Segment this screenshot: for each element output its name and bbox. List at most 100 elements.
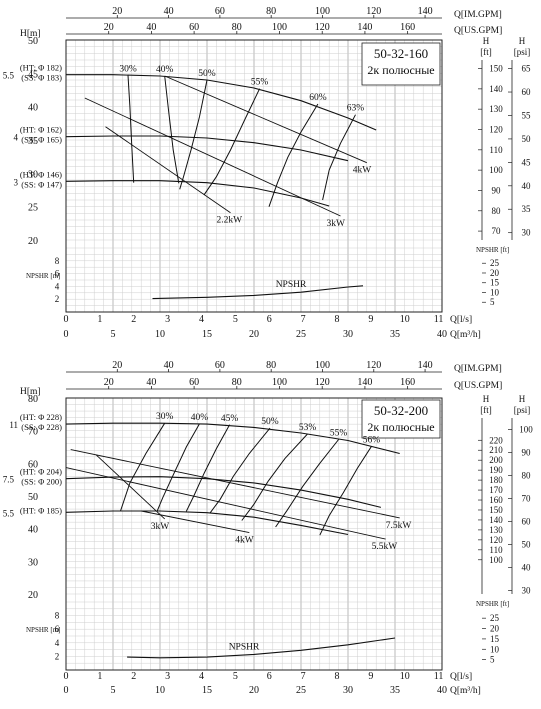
x-axis-tick: 9 bbox=[368, 314, 373, 325]
ft-axis-tick: 210 bbox=[489, 445, 503, 455]
top-axis-tick: 40 bbox=[146, 22, 156, 33]
chart-subtitle: 2к полюсные bbox=[367, 63, 434, 77]
efficiency-label: 50% bbox=[198, 69, 216, 79]
npsh-right-tick: 15 bbox=[490, 634, 500, 644]
top-axis-tick: 120 bbox=[366, 6, 381, 17]
top-axis-tick: 80 bbox=[266, 360, 276, 371]
power-label: 3kW bbox=[326, 219, 345, 229]
npsh-right-tick: 25 bbox=[490, 258, 500, 268]
ft-axis-tick: 170 bbox=[489, 485, 503, 495]
npsh-axis-tick: 2 bbox=[55, 294, 60, 304]
psi-axis-tick: 55 bbox=[522, 110, 532, 120]
psi-axis-tick: 50 bbox=[522, 539, 532, 549]
npshr-curve bbox=[127, 637, 396, 659]
efficiency-label: 56% bbox=[363, 435, 381, 445]
head-curve-diameter: (HT: Φ 185) bbox=[20, 505, 62, 515]
x-axis-tick: 8 bbox=[334, 671, 339, 682]
x-axis-tick: 2 bbox=[131, 314, 136, 325]
power-line-2 bbox=[65, 467, 386, 540]
npsh-right-tick: 20 bbox=[490, 624, 500, 634]
efficiency-curve-3 bbox=[179, 79, 208, 190]
psi-axis-tick: 50 bbox=[522, 134, 532, 144]
ft-axis-tick: 110 bbox=[489, 545, 503, 555]
efficiency-curve-1 bbox=[120, 422, 166, 512]
x-axis-tick: 35 bbox=[390, 685, 400, 696]
npsh-axis-label: NPSHR [m] bbox=[26, 626, 60, 634]
psi-axis-label: H bbox=[519, 36, 526, 46]
ft-axis-tick: 200 bbox=[489, 455, 503, 465]
npsh-right-tick: 5 bbox=[490, 655, 495, 665]
x-axis-label: Q[l/s] bbox=[450, 672, 472, 682]
ft-axis-unit: [ft] bbox=[480, 405, 492, 415]
npsh-right-tick: 20 bbox=[490, 268, 500, 278]
grid bbox=[65, 397, 443, 671]
x-axis-tick: 30 bbox=[343, 685, 353, 696]
top-axis-tick: 80 bbox=[266, 6, 276, 17]
x-axis-tick: 5 bbox=[233, 314, 238, 325]
chart-panel-1: 20 40 60 80 100 120 140 Q[IM.GPM]20 40 60 80 100 120… bbox=[3, 6, 531, 340]
power-line-1 bbox=[70, 449, 400, 519]
top-axis-tick: 20 bbox=[112, 6, 122, 17]
x-axis-tick: 35 bbox=[390, 329, 400, 340]
top-axis-tick: 40 bbox=[164, 360, 174, 371]
title-box bbox=[361, 42, 441, 86]
ft-axis-tick: 130 bbox=[489, 104, 503, 114]
top-axis-tick: 100 bbox=[272, 22, 287, 33]
y-axis-tick: 80 bbox=[28, 394, 38, 405]
x-axis-tick: 25 bbox=[296, 329, 306, 340]
efficiency-curve-2 bbox=[156, 423, 200, 512]
efficiency-curve-5 bbox=[268, 103, 319, 207]
head-curve-kw: 11 bbox=[9, 420, 18, 430]
head-curve-diameter: (SS: Φ 147) bbox=[21, 179, 62, 189]
psi-axis-tick: 35 bbox=[522, 204, 532, 214]
top-axis-tick: 60 bbox=[215, 6, 225, 17]
top-axis-tick: 80 bbox=[232, 22, 242, 33]
head-curve-diameter: (HT: Φ 182) bbox=[20, 63, 62, 73]
top-axis-tick: 100 bbox=[272, 377, 287, 388]
x-axis-tick: 10 bbox=[155, 685, 165, 696]
top-axis-tick: 140 bbox=[357, 22, 372, 33]
ft-axis-tick: 180 bbox=[489, 475, 503, 485]
y-axis-label: H[m] bbox=[20, 29, 41, 39]
top-axis-tick: 100 bbox=[315, 360, 330, 371]
power-label: 4kW bbox=[235, 536, 254, 546]
y-axis-tick: 45 bbox=[28, 69, 38, 80]
npsh-right-tick: 10 bbox=[490, 287, 500, 297]
npsh-axis-tick: 8 bbox=[55, 256, 60, 266]
head-curve-diameter: (HT: Φ 228) bbox=[20, 412, 62, 422]
npsh-right-tick: 10 bbox=[490, 644, 500, 654]
y-axis-tick: 50 bbox=[28, 492, 38, 503]
x-axis-tick: 6 bbox=[267, 314, 272, 325]
npsh-right-label: NPSHR [ft] bbox=[476, 600, 509, 608]
power-label: 5.5kW bbox=[372, 542, 398, 552]
x-axis-label: Q[m³/h] bbox=[450, 686, 481, 696]
top-axis-tick: 40 bbox=[146, 377, 156, 388]
psi-axis-tick: 30 bbox=[522, 228, 532, 238]
efficiency-curve-5 bbox=[241, 433, 308, 521]
top-axis-label: Q[US.GPM] bbox=[454, 381, 502, 391]
ft-axis-tick: 90 bbox=[492, 185, 502, 195]
x-axis-tick: 11 bbox=[434, 314, 444, 325]
ft-axis-tick: 120 bbox=[489, 535, 503, 545]
head-curve-diameter: (SS: Φ 228) bbox=[21, 422, 62, 432]
npsh-right-tick: 25 bbox=[490, 613, 500, 623]
psi-axis-unit: [psi] bbox=[514, 405, 531, 415]
top-axis-tick: 120 bbox=[366, 360, 381, 371]
npsh-axis-tick: 6 bbox=[55, 269, 60, 279]
y-axis-tick: 70 bbox=[28, 427, 38, 438]
power-label: 3kW bbox=[151, 522, 170, 532]
x-axis-tick: 5 bbox=[111, 685, 116, 696]
psi-axis-tick: 65 bbox=[522, 64, 532, 74]
x-axis-tick: 1 bbox=[97, 671, 102, 682]
ft-axis-tick: 150 bbox=[489, 64, 503, 74]
top-axis-tick: 80 bbox=[232, 377, 242, 388]
ft-axis-label: H bbox=[483, 394, 490, 404]
npsh-axis-tick: 2 bbox=[55, 651, 60, 661]
x-axis-tick: 25 bbox=[296, 685, 306, 696]
power-line-4 bbox=[95, 454, 166, 520]
x-axis-tick: 20 bbox=[249, 685, 259, 696]
x-axis-tick: 3 bbox=[165, 314, 170, 325]
ft-axis-tick: 80 bbox=[492, 206, 502, 216]
x-axis-tick: 5 bbox=[233, 671, 238, 682]
top-axis-tick: 140 bbox=[357, 377, 372, 388]
